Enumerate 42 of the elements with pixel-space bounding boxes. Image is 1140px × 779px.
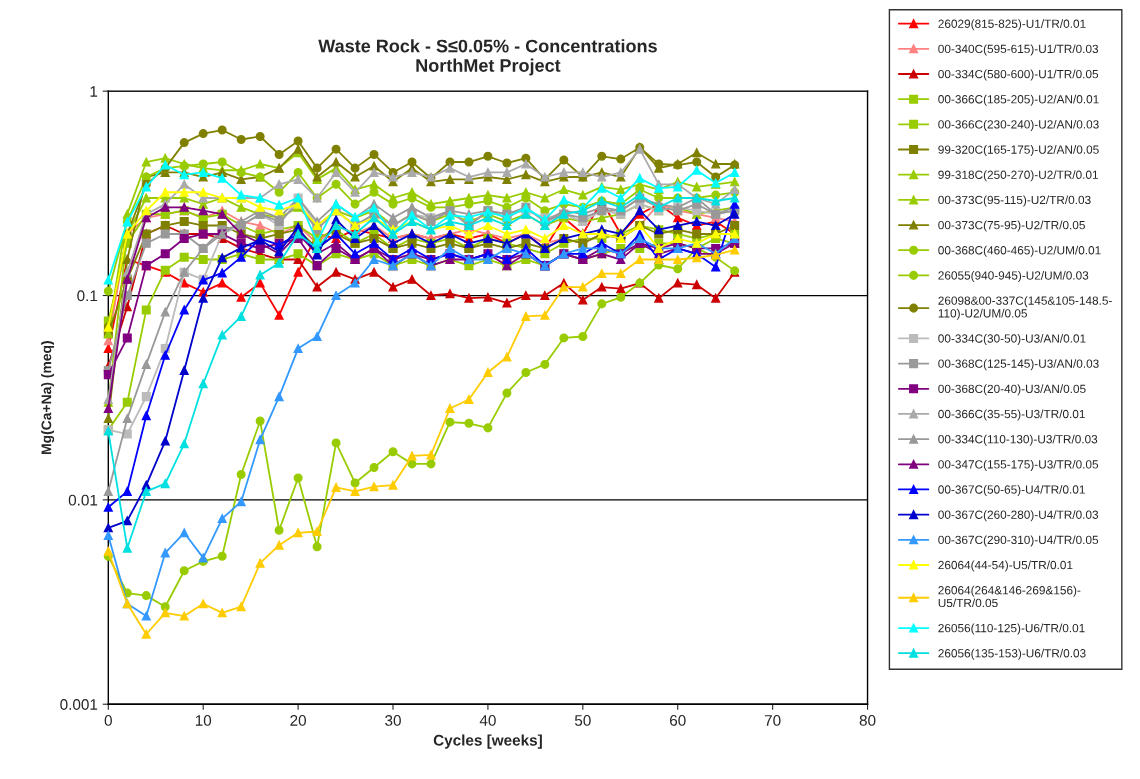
legend-label: 00-367C(50-65)-U4/TR/0.01 bbox=[938, 485, 1085, 497]
x-axis-title: Cycles [weeks] bbox=[433, 734, 542, 749]
legend-label: 26064(44-54)-U5/TR/0.01 bbox=[938, 560, 1073, 572]
y-tick-label: 0.01 bbox=[68, 494, 98, 506]
legend-label: 99-320C(165-175)-U2/AN/0.05 bbox=[938, 145, 1099, 157]
y-tick-label: 0.001 bbox=[60, 699, 98, 710]
legend-label: 26029(815-825)-U1/TR/0.01 bbox=[938, 19, 1086, 31]
legend-label: 26055(940-945)-U2/UM/0.03 bbox=[938, 270, 1089, 282]
x-tick-label: 70 bbox=[764, 715, 781, 726]
legend-label: 00-366C(230-240)-U2/AN/0.03 bbox=[938, 119, 1099, 131]
legend-label: 00-334C(110-130)-U3/TR/0.03 bbox=[938, 434, 1098, 446]
legend-label: 26056(135-153)-U6/TR/0.03 bbox=[938, 648, 1086, 660]
x-tick-label: 40 bbox=[479, 715, 496, 726]
legend-label: 00-373C(95-115)-U2/TR/0.03 bbox=[938, 195, 1091, 207]
y-tick-label: 1 bbox=[90, 86, 98, 97]
chart-subtitle: NorthMet Project bbox=[416, 58, 561, 76]
legend-label: 00-373C(75-95)-U2/TR/0.05 bbox=[938, 220, 1085, 232]
y-tick-label: 0.1 bbox=[77, 290, 98, 302]
legend-label: 00-367C(290-310)-U4/TR/0.05 bbox=[938, 535, 1099, 547]
legend-label: 00-334C(30-50)-U3/AN/0.01 bbox=[938, 334, 1086, 346]
x-tick-label: 30 bbox=[385, 715, 401, 726]
legend-label: 00-367C(260-280)-U4/TR/0.03 bbox=[938, 510, 1099, 522]
x-tick-label: 50 bbox=[574, 715, 591, 726]
legend-label: 26056(110-125)-U6/TR/0.01 bbox=[938, 623, 1085, 635]
legend-label: 00-368C(125-145)-U3/AN/0.03 bbox=[938, 359, 1099, 371]
x-tick-label: 60 bbox=[670, 715, 686, 726]
legend-label: 00-366C(35-55)-U3/TR/0.01 bbox=[938, 409, 1085, 421]
x-tick-label: 0 bbox=[104, 715, 112, 726]
legend-label: 26064(264&146-269&156)-U5/TR/0.05 bbox=[938, 585, 1081, 608]
legend-label: 00-334C(580-600)-U1/TR/0.05 bbox=[938, 69, 1099, 81]
legend-label: 99-318C(250-270)-U2/TR/0.01 bbox=[938, 170, 1098, 182]
x-tick-label: 80 bbox=[859, 715, 876, 726]
legend-label: 00-347C(155-175)-U3/TR/0.05 bbox=[938, 459, 1099, 471]
legend-label: 00-368C(460-465)-U2/UM/0.01 bbox=[938, 245, 1101, 257]
legend-label: 00-366C(185-205)-U2/AN/0.01 bbox=[938, 94, 1099, 106]
x-tick-label: 10 bbox=[195, 715, 212, 726]
legend-label: 26098&00-337C(145&105-148.5-110)-U2/UM/0.05 bbox=[938, 296, 1112, 320]
x-tick-label: 20 bbox=[290, 715, 307, 726]
legend-label: 00-368C(20-40)-U3/AN/0.05 bbox=[938, 384, 1086, 396]
legend-label: 00-340C(595-615)-U1/TR/0.03 bbox=[938, 44, 1099, 56]
chart-title: Waste Rock - S≤0.05% - Concentrations bbox=[318, 39, 657, 53]
y-axis-title: Mg(Ca+Na) (meq) bbox=[41, 341, 55, 455]
